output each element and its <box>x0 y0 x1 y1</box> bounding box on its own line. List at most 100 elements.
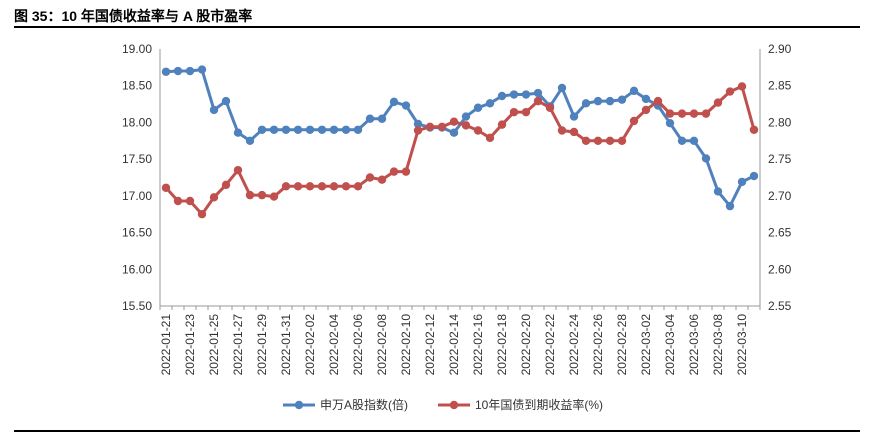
series-line <box>165 68 755 208</box>
data-point <box>485 133 495 143</box>
data-point <box>197 210 207 219</box>
data-point <box>593 96 603 106</box>
data-point <box>497 120 507 129</box>
series-1 <box>161 65 759 211</box>
data-point <box>749 125 759 134</box>
x-tick-label: 2022-01-31 <box>279 314 293 376</box>
data-point <box>557 126 567 135</box>
right-tick-label: 2.55 <box>768 299 792 313</box>
x-tick-label: 2022-01-29 <box>255 314 269 376</box>
data-point <box>281 125 291 134</box>
x-tick-label: 2022-02-18 <box>495 314 509 376</box>
x-tick-label: 2022-01-21 <box>159 314 173 376</box>
data-point <box>473 103 483 112</box>
data-point <box>725 87 735 96</box>
data-point <box>641 105 651 115</box>
data-point <box>269 192 279 201</box>
data-point <box>557 83 567 93</box>
data-point <box>749 171 759 181</box>
data-point <box>317 125 327 134</box>
data-point <box>521 107 531 117</box>
data-point <box>233 165 243 175</box>
x-tick-label: 2022-02-10 <box>399 314 413 376</box>
data-point <box>461 112 471 121</box>
data-point <box>677 136 687 145</box>
x-tick-label: 2022-02-20 <box>519 314 533 376</box>
data-point <box>425 122 435 132</box>
data-point <box>245 136 255 145</box>
x-tick-label: 2022-01-23 <box>183 314 197 376</box>
x-tick-label: 2022-02-24 <box>567 314 581 376</box>
x-tick-label: 2022-02-06 <box>351 314 365 376</box>
x-tick-label: 2022-02-02 <box>303 314 317 376</box>
x-tick-label: 2022-03-06 <box>687 314 701 376</box>
data-point <box>221 180 231 190</box>
left-axis-ticks: 15.50 16.00 16.50 17.00 17.50 18.00 18.50 19.00 <box>122 42 152 313</box>
data-point <box>629 86 639 96</box>
figure-title: 图 35：10 年国债收益率与 A 股市盈率 <box>14 8 253 24</box>
data-point <box>353 182 363 191</box>
data-point <box>605 96 615 106</box>
x-tick-label: 2022-02-12 <box>423 314 437 376</box>
x-tick-label: 2022-02-08 <box>375 314 389 376</box>
legend-label: 10年国债到期收益率(%) <box>475 397 603 412</box>
data-point <box>305 125 315 134</box>
legend-label: 申万A股指数(倍) <box>320 397 408 412</box>
data-point <box>317 182 327 191</box>
data-point <box>209 193 219 202</box>
series-layer <box>161 65 759 219</box>
data-point <box>677 109 687 118</box>
data-point <box>329 182 339 191</box>
title-rule <box>14 26 860 28</box>
legend-item-1: 申万A股指数(倍) <box>283 397 408 412</box>
legend: 申万A股指数(倍) 10年国债到期收益率(%) <box>283 397 603 412</box>
data-point <box>377 114 387 123</box>
x-tick-label: 2022-02-04 <box>327 314 341 376</box>
left-tick-label: 19.00 <box>122 42 152 56</box>
data-point <box>269 125 279 134</box>
data-point <box>713 98 723 107</box>
left-tick-label: 18.00 <box>122 115 152 129</box>
data-point <box>221 96 231 106</box>
legend-swatch-marker <box>449 400 459 410</box>
data-point <box>293 125 303 134</box>
data-point <box>605 136 615 145</box>
data-point <box>233 128 243 137</box>
data-point <box>581 136 591 145</box>
x-tick-label: 2022-03-04 <box>663 314 677 376</box>
left-tick-label: 16.00 <box>122 262 152 276</box>
series-2 <box>161 82 759 219</box>
left-tick-label: 17.00 <box>122 189 152 203</box>
data-point <box>185 66 195 76</box>
data-point <box>509 90 519 99</box>
x-axis-ticks: 2022-01-21 2022-01-23 2022-01-25 2022-01-27… <box>159 306 761 376</box>
data-point <box>641 94 651 104</box>
right-tick-label: 2.65 <box>768 226 792 240</box>
data-point <box>449 128 459 137</box>
bottom-rule <box>14 430 860 432</box>
data-point <box>389 97 399 107</box>
data-point <box>209 105 219 115</box>
data-point <box>689 136 699 145</box>
axes <box>159 49 761 307</box>
data-point <box>413 119 423 129</box>
data-point <box>569 127 579 137</box>
data-point <box>305 182 315 191</box>
left-tick-label: 16.50 <box>122 226 152 240</box>
x-tick-label: 2022-02-22 <box>543 314 557 376</box>
right-tick-label: 2.60 <box>768 262 792 276</box>
data-point <box>569 112 579 121</box>
data-point <box>281 182 291 191</box>
data-point <box>533 88 543 98</box>
data-point <box>245 190 255 200</box>
legend-item-2: 10年国债到期收益率(%) <box>438 397 603 412</box>
data-point <box>737 177 747 187</box>
data-point <box>701 154 711 163</box>
data-point <box>701 109 711 118</box>
data-point <box>689 109 699 118</box>
data-point <box>653 96 663 106</box>
data-point <box>497 91 507 101</box>
data-point <box>617 95 627 104</box>
left-tick-label: 17.50 <box>122 152 152 166</box>
data-point <box>401 167 411 176</box>
